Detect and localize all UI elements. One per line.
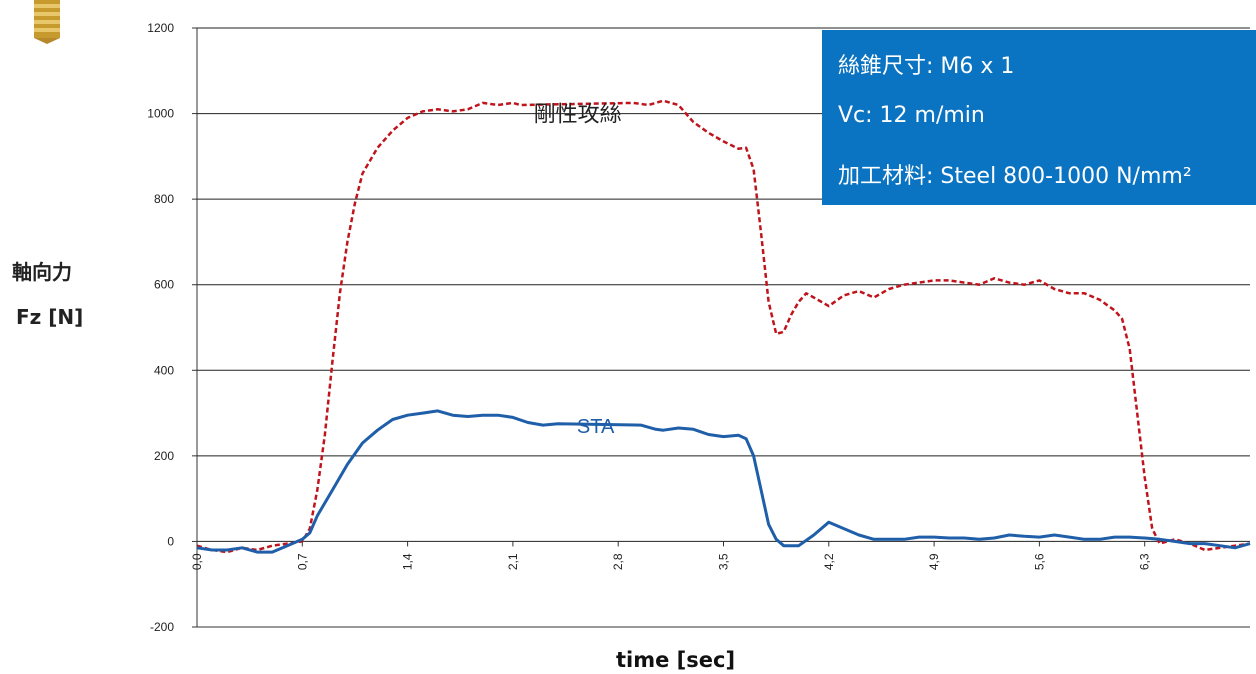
- y-tick-label: -200: [150, 620, 174, 634]
- info-material: 加工材料: Steel 800-1000 N/mm²: [838, 164, 1192, 189]
- y-axis-label: Fz [N]: [16, 305, 84, 329]
- x-axis-label: time [sec]: [616, 648, 736, 672]
- x-tick-label: 5,6: [1032, 553, 1046, 570]
- info-tap-size: 絲錐尺寸: M6 x 1: [838, 54, 1015, 79]
- y-tick-label: 400: [154, 363, 174, 377]
- x-tick-label: 0,7: [295, 553, 309, 570]
- series-label-sta: STA: [577, 416, 615, 438]
- x-tick-label: 3,5: [717, 553, 731, 570]
- x-tick-label: 6,3: [1138, 553, 1152, 570]
- series-line-rigid-tapping: [196, 99, 1251, 554]
- y-tick-label: 200: [154, 449, 174, 463]
- y-tick-label: 800: [154, 192, 174, 206]
- x-tick-label: 1,4: [401, 553, 415, 570]
- y-axis-label-cn: 軸向力: [12, 260, 72, 284]
- x-tick-label: 4,2: [822, 553, 836, 570]
- x-tick-label: 2,1: [506, 553, 520, 570]
- info-box: 絲錐尺寸: M6 x 1 Vc: 12 m/min 加工材料: Steel 80…: [822, 30, 1256, 205]
- x-tick-label: 0,0: [190, 553, 204, 570]
- tap-tool-icon: [30, 0, 64, 44]
- info-cutting-speed: Vc: 12 m/min: [838, 103, 985, 128]
- y-tick-label: 1200: [147, 21, 174, 35]
- x-tick-label: 2,8: [611, 553, 625, 570]
- y-tick-label: 1000: [147, 107, 174, 121]
- series-line-sta: [196, 409, 1251, 554]
- y-tick-label: 0: [167, 534, 174, 548]
- series-label-rigid-tapping: 剛性攻絲: [534, 103, 622, 128]
- x-tick-label: 4,9: [927, 553, 941, 570]
- y-tick-label: 600: [154, 278, 174, 292]
